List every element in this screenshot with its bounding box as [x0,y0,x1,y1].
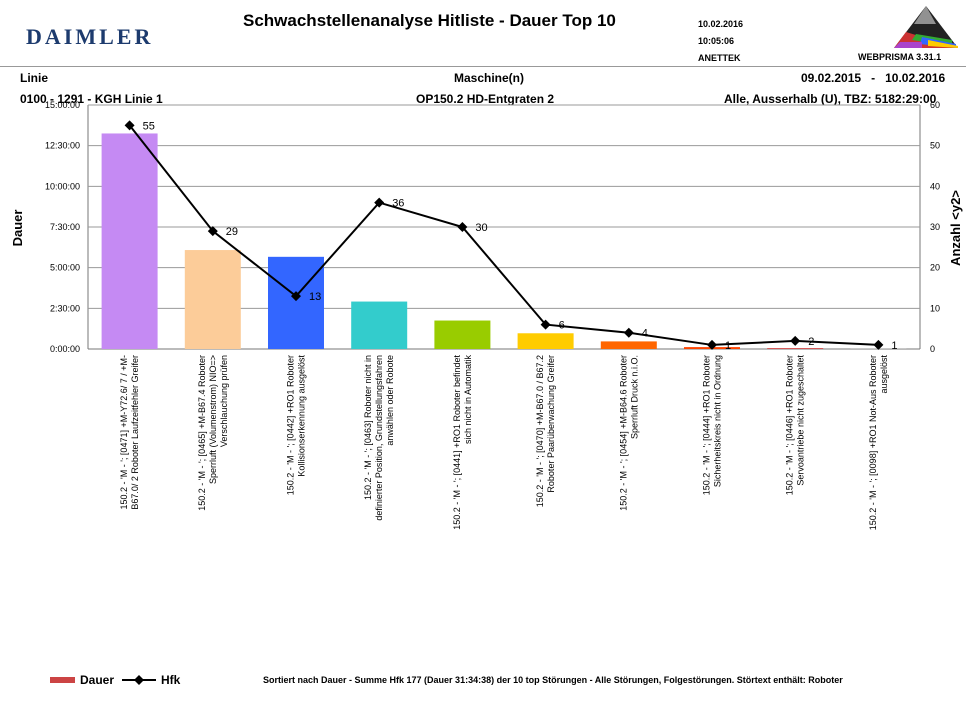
machine-label: Maschine(n) [454,71,525,85]
bar [767,348,824,349]
x-tick-label: B67.0/ 2 Roboter Laufzeitfehler Greifer [130,355,140,510]
bar [434,320,491,349]
x-tick-label: Sperrluft Druck n.i.O. [629,355,639,439]
hfk-data-label: 29 [226,226,238,238]
machine-value: OP150.2 HD-Entgraten 2 [416,92,555,106]
bar [517,333,574,349]
y-tick-label: 5:00:00 [50,263,80,273]
legend-dauer-swatch [50,677,75,683]
software-version: WEBPRISMA 3.31.1 [858,52,942,62]
x-tick-label: Servoantriebe nicht zugeschaltet [796,355,806,486]
legend: Dauer Hfk [50,673,181,687]
x-tick-label: 150.2 - 'M - '; [0463] Roboter nicht in [363,355,373,500]
hfk-point [623,327,634,338]
bar [101,133,158,349]
bar [184,250,241,349]
report-time: 10:05:06 [698,36,735,46]
hfk-point [540,319,551,330]
bar [268,256,324,349]
hfk-point [374,197,385,208]
x-tick-label: Roboter Paarüberwachung Greifer [546,355,556,493]
x-tick-label: 150.2 - 'M - '; [0446] +RO1 Roboter [785,355,795,495]
hfk-data-label: 13 [309,291,321,303]
y2-axis-ticks: 0 10 20 30 40 50 60 [930,100,940,354]
y-tick-label: 2:30:00 [50,303,80,313]
hfk-point [873,339,884,350]
x-tick-label: Sperrluft (Volumenstrom) NIO=> [208,355,218,484]
y2-tick-label: 50 [930,141,940,151]
legend-dauer-label: Dauer [80,673,114,687]
hfk-data-label: 36 [392,198,404,210]
prism-logo-icon [894,6,958,48]
x-tick-label: anwählen oder Robote [385,355,395,446]
hfk-data-label: 1 [891,340,897,352]
hfk-data-label: 30 [475,222,487,234]
bar [351,301,408,349]
x-tick-label: 150.2 - 'M - '; [0465] +M-B67.4 Roboter [197,355,207,511]
x-tick-label: sich nicht in Automatik [463,355,473,445]
y-tick-label: 12:30:00 [45,141,80,151]
x-tick-label: 150.2 - 'M - '; [0444] +RO1 Roboter [702,355,712,495]
date-separator: - [871,71,876,85]
line-value: 0100 - 1291 - KGH Linie 1 [20,92,163,106]
hfk-point [457,222,468,232]
hfk-point [124,120,135,131]
y-tick-label: 10:00:00 [45,181,80,191]
footer-note: Sortiert nach Dauer - Summe Hfk 177 (Dau… [263,675,843,685]
hfk-line [128,124,879,346]
hfk-data-label: 2 [808,336,814,348]
line-series: 55 29 13 36 30 6 4 1 2 1 [124,120,898,352]
y2-tick-label: 30 [930,222,940,232]
y-tick-label: 15:00:00 [45,100,80,110]
x-tick-label: 150.2 - 'M - '; [0470] +M-B67.0 / B67.2 [535,355,545,507]
y-axis-ticks: 0:00:00 2:30:00 5:00:00 7:30:00 10:00:00 12:3… [45,100,80,354]
hfk-data-label: 1 [725,340,731,352]
x-tick-label: 150.2 - 'M - '; [0441] +RO1 Roboter befi… [452,355,462,530]
daimler-logo: DAIMLER [26,24,154,49]
y-tick-label: 7:30:00 [50,222,80,232]
filter-info: Alle, Ausserhalb (U), TBZ: 5182:29:00 [724,92,937,106]
y2-tick-label: 60 [930,100,940,110]
header-divider [0,66,966,67]
y2-tick-label: 10 [930,303,940,313]
y2-tick-label: 40 [930,181,940,191]
x-tick-label: Kollisionserkennung ausgelöst [297,355,307,477]
hfk-point [207,226,218,237]
report-date: 10.02.2016 [698,19,744,29]
line-label: Linie [20,71,49,85]
date-to: 10.02.2016 [885,71,946,85]
x-axis-labels: 150.2 - 'M - '; [0471] +M-Y72.6/ 7 / +M-… [119,355,889,531]
legend-hfk-marker [134,675,144,685]
x-tick-label: 150.2 - 'M - '; [0098] +RO1 Not-Aus Robo… [868,355,878,530]
page-title: Schwachstellenanalyse Hitliste - Dauer T… [243,11,616,30]
hfk-point [291,291,301,302]
date-range: 09.02.2015 - 10.02.2016 [801,71,945,85]
hfk-data-label: 6 [559,320,565,332]
hfk-data-label: 4 [642,328,648,340]
y2-tick-label: 0 [930,344,935,354]
x-tick-label: 150.2 - 'M - '; [0442] +RO1 Roboter [286,355,296,495]
date-from: 09.02.2015 [801,71,862,85]
bar-series [101,133,907,349]
x-tick-label: definierter Position, Grundstellungsfahr… [374,355,384,521]
legend-hfk-label: Hfk [161,673,181,687]
report-user: ANETTEK [698,53,741,63]
y2-axis-title: Anzahl <y2> [948,190,963,266]
hfk-point [790,335,801,346]
y-tick-label: 0:00:00 [50,344,80,354]
hfk-data-label: 55 [143,120,155,132]
y-axis-title: Dauer [10,210,25,247]
x-tick-label: 150.2 - 'M - '; [0454] +M-B64.6 Roboter [618,355,628,511]
y2-tick-label: 20 [930,263,940,273]
bar [600,341,657,349]
x-tick-label: Sicherheitskreis nicht in Ordnung [713,355,723,487]
x-tick-label: 150.2 - 'M - '; [0471] +M-Y72.6/ 7 / +M- [119,355,129,510]
x-tick-label: Verschlauchung prüfen [219,355,229,447]
x-tick-label: ausgelöst [879,355,889,394]
hfk-point [707,339,717,350]
